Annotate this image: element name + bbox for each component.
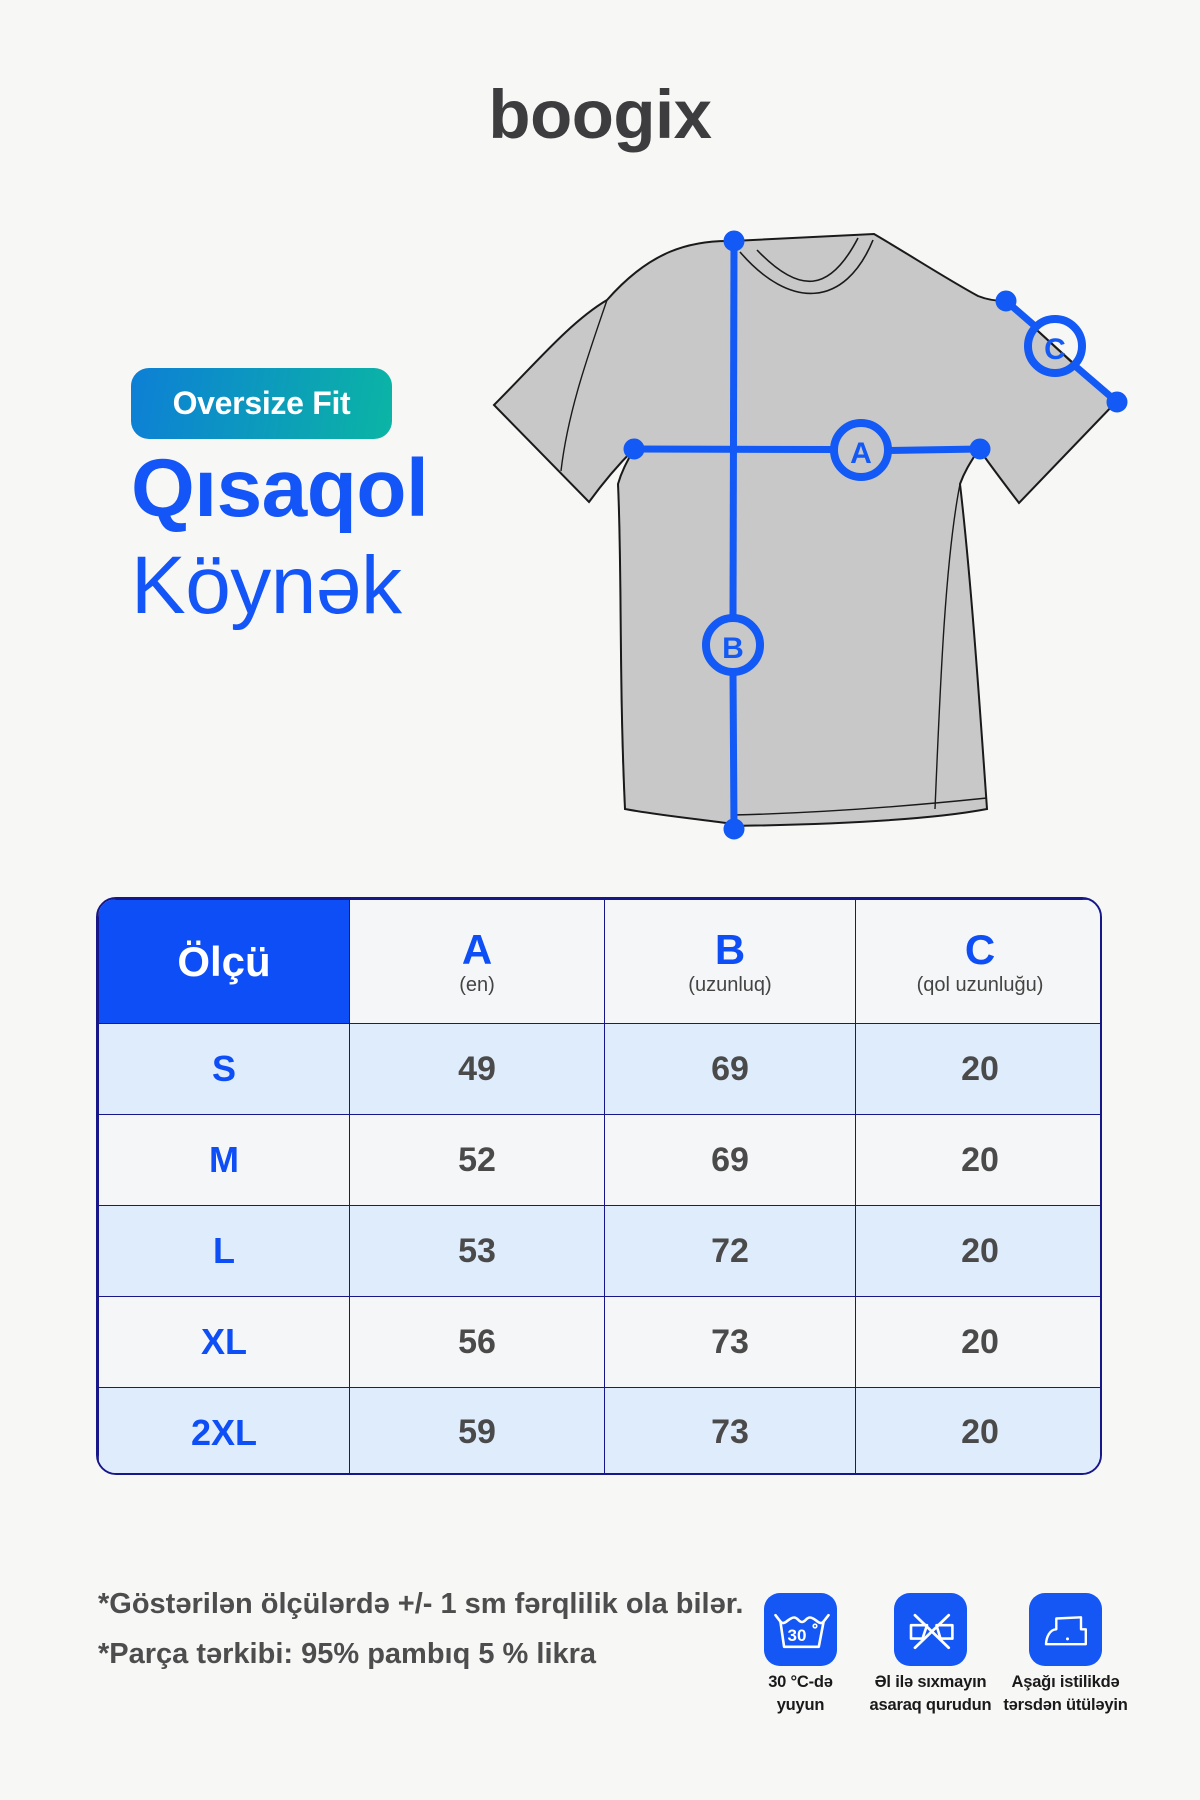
svg-text:B: B bbox=[722, 632, 744, 665]
svg-text:C: C bbox=[1044, 333, 1066, 366]
svg-text:A: A bbox=[850, 437, 872, 470]
svg-text:30: 30 bbox=[788, 1626, 807, 1645]
